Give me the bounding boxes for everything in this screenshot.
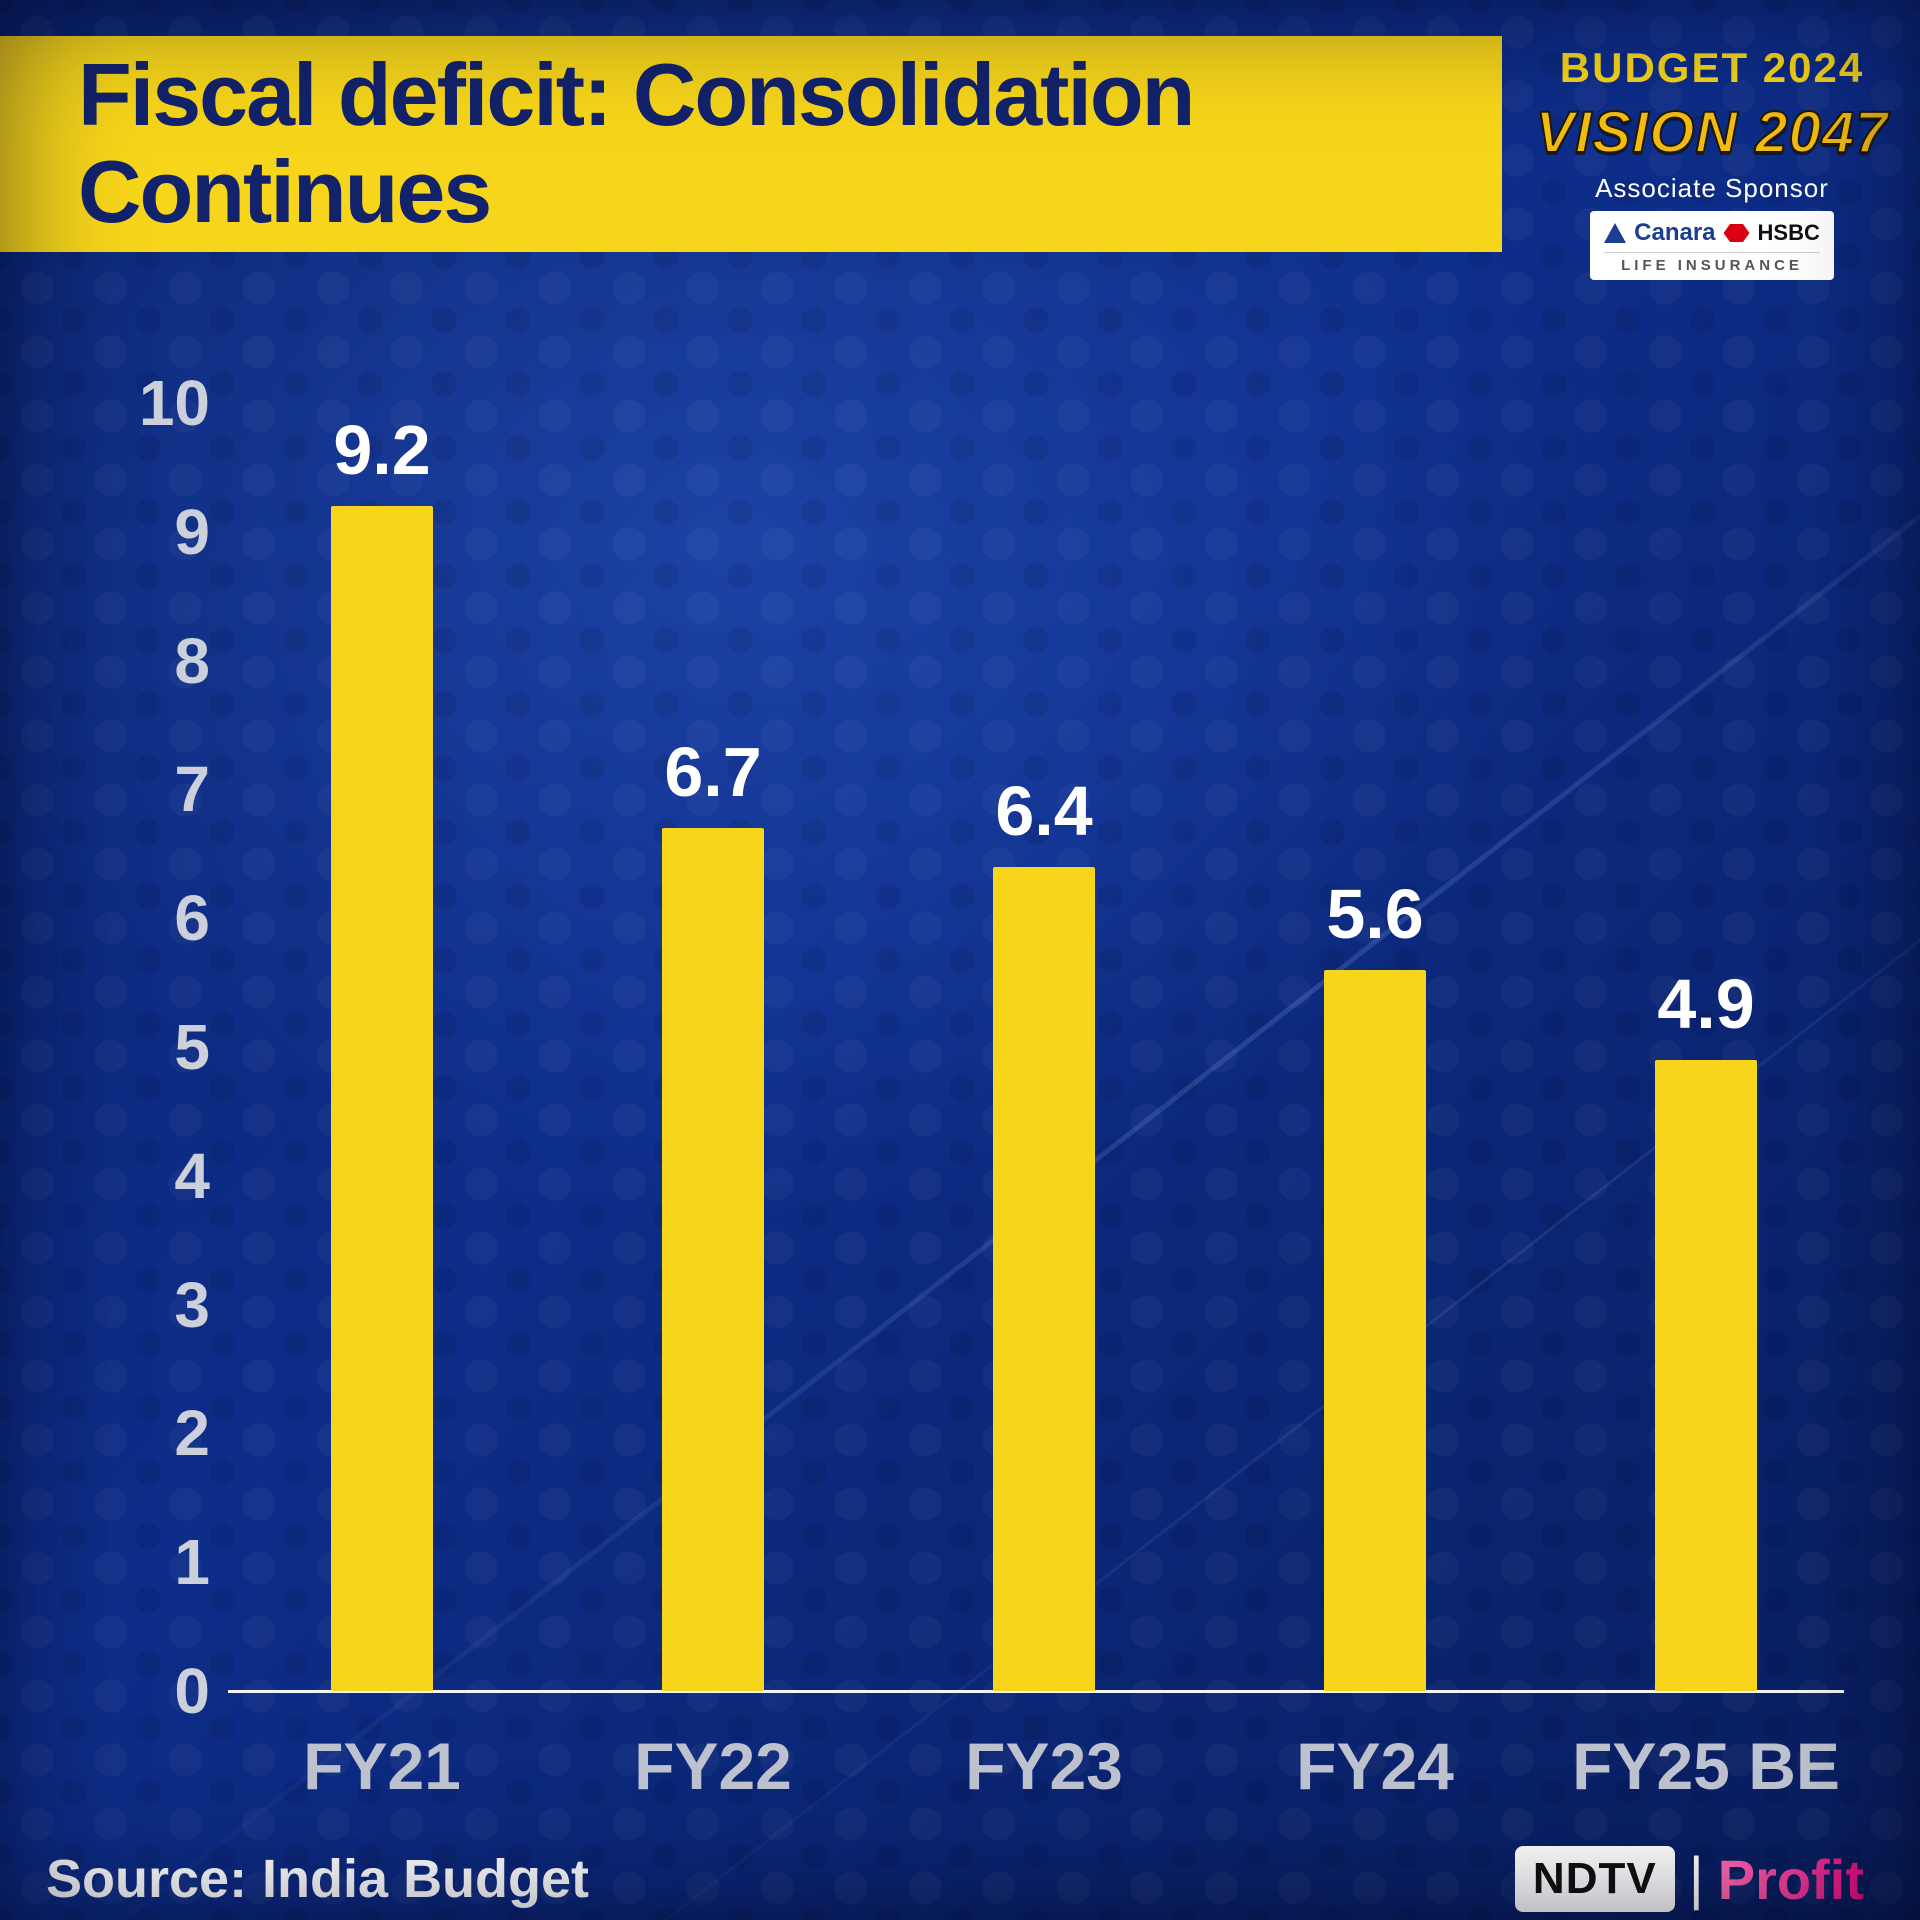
y-axis-tick-label: 9 bbox=[174, 495, 210, 568]
y-axis-tick-label: 5 bbox=[174, 1011, 210, 1083]
hsbc-logo-icon bbox=[1723, 224, 1750, 242]
bar-value-label: 6.7 bbox=[664, 733, 762, 812]
y-axis-tick-label: 0 bbox=[174, 1655, 210, 1727]
bar-fy22 bbox=[662, 828, 764, 1691]
x-axis-tick-label: FY22 bbox=[634, 1729, 792, 1803]
vision-2047-logo: VISION 2047 bbox=[1535, 99, 1889, 166]
bar-fy24 bbox=[1324, 969, 1426, 1691]
x-axis-tick-label: FY25 BE bbox=[1572, 1729, 1840, 1803]
associate-sponsor-label: Associate Sponsor bbox=[1595, 173, 1829, 203]
x-axis-tick-label: FY24 bbox=[1296, 1729, 1454, 1803]
hsbc-label: HSBC bbox=[1757, 220, 1820, 245]
bar-value-label: 6.4 bbox=[995, 771, 1093, 850]
bar-value-label: 5.6 bbox=[1326, 874, 1424, 953]
title-banner: Fiscal deficit: Consolidation Continues bbox=[0, 36, 1502, 252]
x-axis-tick-label: FY21 bbox=[303, 1729, 461, 1803]
bar-fy23 bbox=[993, 866, 1095, 1691]
y-axis-tick-label: 1 bbox=[174, 1526, 210, 1599]
canara-logo-icon bbox=[1604, 223, 1627, 243]
y-axis-tick-label: 7 bbox=[174, 753, 210, 826]
brand-separator: | bbox=[1688, 1846, 1704, 1911]
page-title: Fiscal deficit: Consolidation Continues bbox=[78, 45, 1195, 241]
y-axis-tick-label: 8 bbox=[174, 624, 210, 697]
x-axis-line bbox=[228, 1690, 1844, 1693]
y-axis-tick-label: 10 bbox=[138, 367, 210, 439]
y-axis-tick-label: 2 bbox=[174, 1397, 210, 1470]
y-axis-tick-label: 3 bbox=[174, 1268, 210, 1341]
life-insurance-label: LIFE INSURANCE bbox=[1604, 252, 1820, 274]
x-axis-tick-label: FY23 bbox=[965, 1729, 1123, 1803]
ndtv-profit-logo: NDTV | Profit bbox=[1514, 1846, 1864, 1912]
sponsor-logos-row: Canara HSBC bbox=[1604, 219, 1820, 247]
sponsor-card: Canara HSBC LIFE INSURANCE bbox=[1590, 211, 1834, 280]
bar-fy21 bbox=[331, 506, 433, 1691]
y-axis-tick-label: 6 bbox=[174, 882, 210, 955]
bar-fy25-be bbox=[1655, 1059, 1757, 1691]
profit-logo: Profit bbox=[1717, 1847, 1864, 1911]
bar-value-label: 9.2 bbox=[333, 411, 431, 490]
ndtv-logo: NDTV bbox=[1514, 1846, 1675, 1912]
budget-vision-badge: BUDGET 2024 VISION 2047 Associate Sponso… bbox=[1535, 44, 1888, 280]
budget-2024-label: BUDGET 2024 bbox=[1559, 44, 1865, 91]
bar-value-label: 4.9 bbox=[1657, 964, 1755, 1043]
canara-label: Canara bbox=[1634, 219, 1716, 246]
source-text: Source: India Budget bbox=[46, 1849, 590, 1909]
y-axis-tick-label: 4 bbox=[174, 1139, 210, 1212]
